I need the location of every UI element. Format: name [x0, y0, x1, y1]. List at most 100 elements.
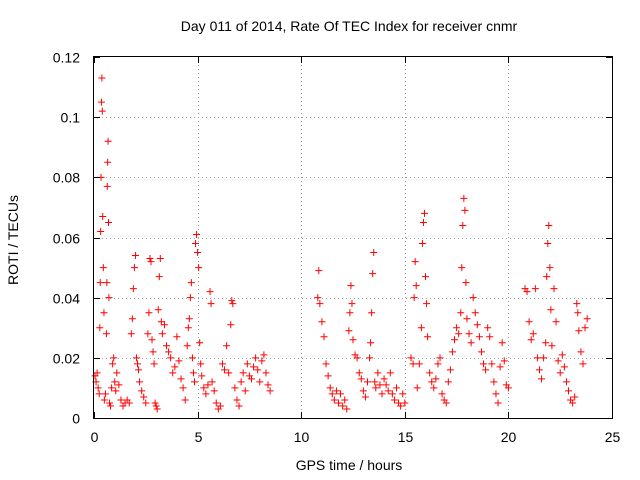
data-point — [324, 372, 332, 380]
data-point — [97, 227, 105, 235]
data-point — [93, 369, 101, 377]
data-point — [216, 402, 224, 410]
data-point — [366, 354, 374, 362]
data-point — [560, 363, 568, 371]
data-point — [531, 285, 539, 293]
data-point — [523, 288, 531, 296]
data-point — [177, 375, 185, 383]
x-axis-label: GPS time / hours — [296, 457, 403, 473]
data-point — [579, 360, 587, 368]
data-point — [231, 384, 239, 392]
plot-frame — [93, 56, 613, 419]
data-point — [328, 390, 336, 398]
data-point — [368, 309, 376, 317]
data-point — [442, 399, 450, 407]
data-points — [91, 74, 591, 413]
data-point — [577, 348, 585, 356]
data-point — [99, 264, 107, 272]
data-point — [157, 318, 165, 326]
data-point — [492, 390, 500, 398]
data-point — [571, 393, 579, 401]
data-point — [330, 396, 338, 404]
data-point — [193, 230, 201, 238]
data-point — [463, 315, 471, 323]
data-point — [332, 387, 340, 395]
data-point — [426, 369, 434, 377]
data-point — [326, 384, 334, 392]
data-point — [413, 384, 421, 392]
data-point — [564, 387, 572, 395]
data-point — [525, 318, 533, 326]
data-point — [461, 206, 469, 214]
data-point — [533, 354, 541, 362]
data-point — [423, 300, 431, 308]
data-point — [542, 339, 550, 347]
data-point — [208, 378, 216, 386]
data-point — [98, 107, 106, 115]
data-point — [99, 212, 107, 220]
data-point — [130, 264, 138, 272]
data-point — [424, 333, 432, 341]
data-point — [486, 333, 494, 341]
data-point — [223, 342, 231, 350]
data-point — [187, 279, 195, 287]
data-point — [371, 378, 379, 386]
data-point — [163, 342, 171, 350]
data-point — [183, 342, 191, 350]
y-tick-label: 0.12 — [53, 50, 80, 66]
data-point — [202, 390, 210, 398]
data-point — [256, 378, 264, 386]
data-point — [399, 390, 407, 398]
data-point — [315, 267, 323, 275]
x-tick-label: 25 — [605, 429, 621, 445]
data-point — [149, 348, 157, 356]
data-point — [140, 393, 148, 401]
data-point — [451, 336, 459, 344]
data-point — [355, 369, 363, 377]
grid — [94, 57, 612, 418]
data-point — [252, 354, 260, 362]
data-point — [554, 357, 562, 365]
data-point — [496, 363, 504, 371]
x-tick-label: 5 — [195, 429, 203, 445]
data-point — [558, 351, 566, 359]
data-point — [543, 273, 551, 281]
data-point — [100, 309, 108, 317]
data-point — [184, 324, 192, 332]
data-point — [484, 324, 492, 332]
data-point — [173, 333, 181, 341]
data-point — [218, 360, 226, 368]
data-point — [185, 315, 193, 323]
data-point — [401, 399, 409, 407]
data-point — [138, 387, 146, 395]
data-point — [458, 264, 466, 272]
data-point — [490, 378, 498, 386]
data-point — [469, 294, 477, 302]
data-point — [210, 387, 218, 395]
y-tick-label: 0 — [72, 411, 80, 427]
data-point — [179, 384, 187, 392]
data-point — [546, 264, 554, 272]
data-point — [428, 378, 436, 386]
data-point — [108, 384, 116, 392]
data-point — [386, 369, 394, 377]
data-point — [488, 360, 496, 368]
data-point — [348, 300, 356, 308]
data-point — [538, 375, 546, 383]
data-point — [432, 375, 440, 383]
data-point — [544, 240, 552, 248]
data-point — [438, 390, 446, 398]
data-point — [343, 405, 351, 413]
data-point — [581, 324, 589, 332]
y-axis-label: ROTI / TECUs — [5, 195, 21, 285]
data-point — [500, 357, 508, 365]
data-point — [112, 387, 120, 395]
data-point — [241, 387, 249, 395]
x-tick-label: 0 — [91, 429, 99, 445]
data-point — [96, 279, 104, 287]
data-point — [106, 399, 114, 407]
data-point — [160, 321, 168, 329]
data-point — [397, 402, 405, 410]
data-point — [145, 309, 153, 317]
